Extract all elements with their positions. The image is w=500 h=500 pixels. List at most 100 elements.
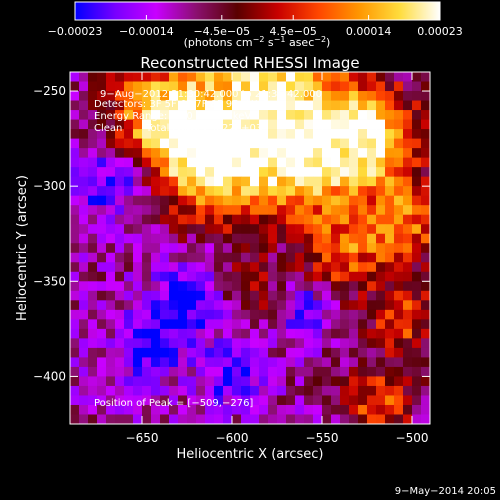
heatmap-cell — [250, 281, 260, 292]
heatmap-cell — [70, 385, 80, 396]
heatmap-cell — [232, 81, 242, 92]
heatmap-cell — [214, 195, 224, 206]
heatmap-cell — [169, 176, 179, 187]
heatmap-cell — [403, 328, 413, 339]
heatmap-cell — [187, 243, 197, 254]
heatmap-cell — [214, 72, 224, 82]
heatmap-cell — [340, 148, 350, 159]
heatmap-cell — [106, 252, 116, 263]
heatmap-cell — [367, 385, 377, 396]
x-tick-label: −650 — [126, 431, 159, 445]
heatmap-cell — [232, 414, 242, 424]
heatmap-cell — [241, 224, 251, 235]
heatmap-cell — [367, 357, 377, 368]
heatmap-cell — [349, 404, 359, 415]
heatmap-cell — [376, 186, 386, 197]
colorbar-unit-label: (photons cm−2 s−1 asec−2) — [184, 35, 331, 50]
colorbar-tick-label: −0.00023 — [48, 25, 103, 38]
heatmap-cell — [232, 271, 242, 282]
heatmap-cell — [286, 395, 296, 406]
heatmap-cell — [358, 414, 368, 424]
heatmap-cell — [187, 338, 197, 349]
heatmap-cell — [412, 119, 422, 130]
heatmap-cell — [70, 319, 80, 330]
heatmap-cell — [97, 214, 107, 225]
heatmap-cell — [322, 186, 332, 197]
heatmap-cell — [322, 395, 332, 406]
heatmap-cell — [349, 376, 359, 387]
heatmap-cell — [196, 309, 206, 320]
heatmap-cell — [232, 243, 242, 254]
heatmap-cell — [403, 205, 413, 216]
heatmap-cell — [196, 271, 206, 282]
heatmap-cell — [97, 100, 107, 111]
heatmap-cell — [286, 81, 296, 92]
heatmap-cell — [376, 72, 386, 82]
heatmap-cell — [322, 338, 332, 349]
heatmap-cell — [133, 110, 143, 120]
heatmap-cell — [331, 205, 341, 216]
heatmap-cell — [124, 138, 134, 149]
heatmap-cell — [133, 404, 143, 415]
heatmap-cell — [367, 233, 377, 244]
heatmap-cell — [349, 271, 359, 282]
heatmap-cell — [169, 186, 179, 197]
heatmap-cell — [214, 366, 224, 377]
heatmap-cell — [88, 309, 98, 320]
heatmap-cell — [295, 224, 305, 235]
heatmap-cell — [412, 157, 422, 168]
heatmap-cell — [97, 205, 107, 216]
heatmap-cell — [160, 214, 170, 225]
heatmap-cell — [115, 176, 125, 187]
heatmap-cell — [151, 129, 161, 139]
heatmap-cell — [187, 376, 197, 387]
heatmap-cell — [412, 271, 422, 282]
heatmap-cell — [115, 224, 125, 235]
heatmap-cell — [142, 205, 152, 216]
heatmap-cell — [223, 357, 233, 368]
heatmap-cell — [349, 262, 359, 273]
heatmap-cell — [79, 224, 89, 235]
heatmap-cell — [214, 233, 224, 244]
heatmap-cell — [178, 262, 188, 273]
heatmap-cell — [142, 148, 152, 159]
heatmap-cell — [367, 129, 377, 139]
heatmap-cells — [70, 72, 430, 424]
heatmap-cell — [160, 176, 170, 187]
heatmap-cell — [331, 281, 341, 292]
heatmap-cell — [169, 309, 179, 320]
heatmap-cell — [259, 157, 269, 168]
heatmap-cell — [322, 271, 332, 282]
heatmap-cell — [394, 395, 404, 406]
heatmap-cell — [286, 347, 296, 358]
heatmap-cell — [313, 300, 323, 311]
heatmap-cell — [259, 119, 269, 130]
heatmap-cell — [304, 138, 314, 149]
heatmap-cell — [187, 138, 197, 149]
heatmap-cell — [205, 110, 215, 120]
heatmap-cell — [223, 271, 233, 282]
heatmap-cell — [331, 271, 341, 282]
heatmap-cell — [412, 148, 422, 159]
heatmap-cell — [268, 195, 278, 206]
heatmap-cell — [367, 319, 377, 330]
heatmap-cell — [385, 91, 395, 101]
heatmap-cell — [142, 233, 152, 244]
heatmap-cell — [376, 309, 386, 320]
heatmap-cell — [286, 290, 296, 301]
heatmap-cell — [277, 100, 287, 111]
heatmap-cell — [340, 72, 350, 82]
heatmap-cell — [223, 138, 233, 149]
heatmap-cell — [304, 414, 314, 424]
heatmap-cell — [241, 366, 251, 377]
heatmap-cell — [376, 385, 386, 396]
heatmap-cell — [358, 233, 368, 244]
heatmap-cell — [115, 81, 125, 92]
heatmap-cell — [70, 233, 80, 244]
heatmap-cell — [115, 119, 125, 130]
heatmap-cell — [376, 414, 386, 424]
heatmap-cell — [124, 385, 134, 396]
heatmap-cell — [151, 395, 161, 406]
heatmap-cell — [367, 290, 377, 301]
heatmap-cell — [313, 281, 323, 292]
